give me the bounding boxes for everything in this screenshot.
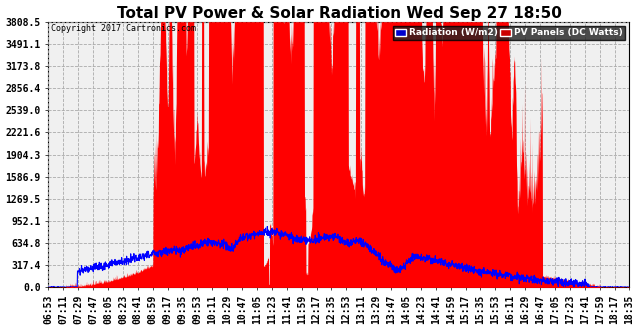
Legend: Radiation (W/m2), PV Panels (DC Watts): Radiation (W/m2), PV Panels (DC Watts) [393,26,625,40]
Text: Copyright 2017 Cartronics.com: Copyright 2017 Cartronics.com [51,24,196,33]
Title: Total PV Power & Solar Radiation Wed Sep 27 18:50: Total PV Power & Solar Radiation Wed Sep… [116,6,561,20]
